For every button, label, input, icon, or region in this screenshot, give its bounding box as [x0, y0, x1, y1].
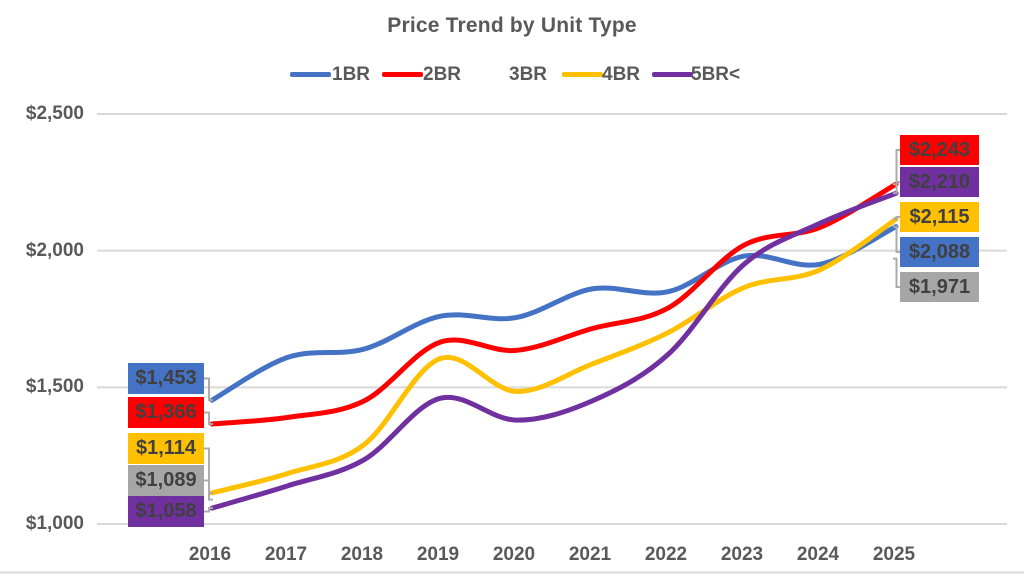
- leader-line-right: [893, 257, 900, 288]
- value-label-left-4br: $1,114: [128, 433, 204, 464]
- y-axis-tick: $2,000: [25, 239, 84, 261]
- legend-label-2br: 2BR: [423, 64, 462, 85]
- chart-title: Price Trend by Unit Type: [387, 14, 637, 37]
- x-axis-tick: 2019: [416, 544, 460, 565]
- value-label-left-5br: $1,058: [128, 496, 204, 527]
- value-label-right-4br: $2,115: [900, 202, 979, 232]
- x-axis-tick: 2023: [720, 544, 764, 565]
- x-axis-tick: 2022: [644, 544, 688, 565]
- x-axis-tick: 2021: [568, 544, 612, 565]
- legend-label-5br: 5BR<: [691, 64, 741, 85]
- x-axis-tick: 2025: [872, 544, 916, 565]
- series-line-5br: [209, 190, 899, 511]
- legend-label-4br: 4BR: [602, 64, 641, 85]
- legend-label-1br: 1BR: [332, 64, 371, 85]
- legend-dash-icon-4br: [562, 72, 603, 77]
- value-label-right-2br: $2,243: [900, 135, 979, 165]
- x-axis-tick: 2024: [796, 544, 840, 565]
- value-label-right-5br: $2,210: [900, 167, 979, 197]
- leader-line-right: [893, 181, 900, 195]
- leader-line-right: [893, 149, 900, 186]
- value-label-right-3br: $1,971: [900, 272, 979, 302]
- leader-line-right: [893, 216, 900, 221]
- leader-line-left: [204, 507, 213, 513]
- value-label-right-1br: $2,088: [900, 237, 979, 267]
- leader-line-left: [204, 479, 213, 501]
- legend-dash-icon-2br: [382, 72, 423, 77]
- x-axis-tick: 2020: [492, 544, 536, 565]
- y-axis-tick: $1,000: [25, 513, 84, 534]
- x-axis-tick: 2017: [264, 544, 308, 565]
- value-label-left-1br: $1,453: [128, 363, 204, 394]
- legend-dash-icon-5br: [652, 72, 693, 77]
- value-label-left-2br: $1,366: [128, 397, 204, 428]
- x-axis-tick: 2018: [340, 544, 384, 565]
- leader-line-left: [204, 377, 213, 402]
- series-line-2br: [209, 181, 899, 427]
- y-axis-tick: $1,500: [25, 376, 84, 398]
- series-line-4br: [209, 216, 899, 496]
- value-label-left-3br: $1,089: [128, 465, 204, 496]
- leader-line-left: [204, 411, 213, 425]
- y-axis-tick: $2,500: [25, 103, 84, 124]
- series-line-1br: [209, 224, 899, 403]
- legend-dash-icon-1br: [290, 72, 331, 77]
- x-axis-tick: 2016: [188, 544, 232, 565]
- leader-line-left: [204, 447, 213, 494]
- leader-line-right: [893, 225, 900, 253]
- legend-label-3br: 3BR: [509, 64, 548, 85]
